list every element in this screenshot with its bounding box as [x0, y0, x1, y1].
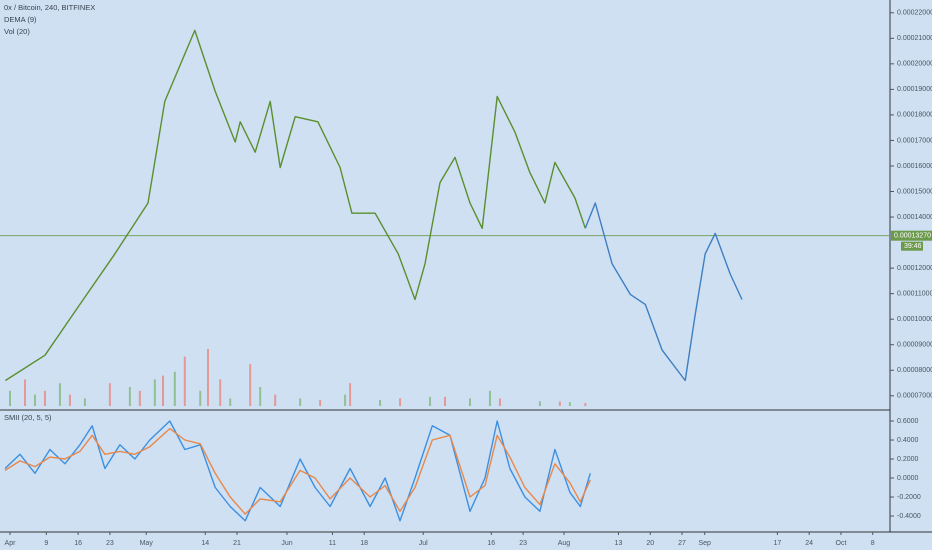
y-tick-label: 0.00012000 — [897, 265, 932, 272]
volume-bar — [8, 390, 11, 406]
x-tick-label: 23 — [519, 540, 527, 547]
volume-bar — [183, 356, 186, 406]
x-tick-label: Jul — [419, 540, 428, 547]
x-tick-label: 17 — [773, 540, 781, 547]
volume-bar — [349, 383, 352, 406]
volume-bar — [319, 399, 322, 406]
x-tick-label: May — [140, 540, 154, 547]
volume-bar — [23, 379, 26, 406]
volume-bar — [444, 396, 446, 406]
x-tick-label: Sep — [699, 540, 712, 547]
volume-bar — [219, 379, 222, 406]
volume-bar — [83, 398, 86, 406]
chart-title: 0x / Bitcoin, 240, BITFINEX — [4, 3, 95, 12]
y-tick-label: 0.4000 — [897, 437, 919, 444]
y-tick-label: 0.00020000 — [897, 61, 932, 68]
volume-bar — [138, 390, 141, 406]
volume-bar — [299, 398, 302, 406]
x-tick-label: 8 — [871, 540, 875, 547]
x-tick-label: 11 — [329, 540, 336, 547]
volume-bar — [173, 371, 176, 406]
x-tick-label: Jun — [281, 540, 292, 547]
volume-bar — [108, 383, 111, 406]
indicator-label: DEMA (9) — [4, 15, 37, 24]
x-tick-label: Apr — [5, 540, 17, 547]
volume-bar — [153, 379, 156, 406]
volume-bar — [206, 349, 209, 406]
y-tick-label: 0.2000 — [897, 456, 919, 463]
series-line — [5, 29, 586, 382]
volume-bar — [259, 387, 262, 406]
x-tick-label: 23 — [106, 540, 114, 547]
y-tick-label: -0.2000 — [897, 494, 921, 501]
volume-bar — [33, 394, 36, 406]
x-tick-label: 16 — [74, 540, 82, 547]
volume-bar — [58, 383, 61, 406]
volume-label: Vol (20) — [4, 27, 30, 36]
y-tick-label: 0.6000 — [897, 418, 919, 425]
volume-bar — [43, 390, 46, 406]
volume-bar — [468, 398, 471, 406]
volume-bar — [498, 398, 501, 406]
volume-bar — [399, 398, 402, 406]
y-tick-label: 0.00011000 — [897, 290, 932, 297]
x-tick-label: 18 — [360, 540, 368, 547]
price-label-box — [891, 230, 932, 241]
y-tick-label: 0.00015000 — [897, 188, 932, 195]
volume-bar — [488, 390, 491, 406]
volume-bar — [249, 364, 252, 406]
y-tick-label: 0.00021000 — [897, 35, 932, 42]
x-tick-label: 27 — [678, 540, 686, 547]
volume-bar — [128, 387, 131, 406]
x-tick-label: Aug — [558, 540, 571, 547]
y-tick-label: 0.0000 — [897, 475, 919, 482]
x-tick-label: 9 — [44, 540, 48, 547]
countdown-box — [901, 241, 923, 251]
y-tick-label: 0.00014000 — [897, 214, 932, 221]
series-line — [4, 427, 591, 515]
volume-bar — [429, 396, 432, 406]
x-tick-label: 16 — [487, 540, 495, 547]
volume-bar — [68, 394, 71, 406]
x-tick-label: 20 — [646, 540, 654, 547]
y-tick-label: 0.00018000 — [897, 112, 932, 119]
volume-bar — [199, 390, 202, 406]
y-tick-label: 0.00009000 — [897, 342, 932, 349]
volume-bar — [379, 399, 382, 406]
volume-bar — [538, 401, 541, 406]
volume-bar — [584, 402, 587, 406]
x-tick-label: 21 — [233, 540, 241, 547]
y-tick-label: -0.4000 — [897, 513, 921, 520]
y-tick-label: 0.00017000 — [897, 137, 932, 144]
volume-bar — [344, 394, 347, 406]
x-tick-label: 24 — [805, 540, 813, 547]
y-tick-label: 0.00019000 — [897, 86, 932, 93]
y-tick-label: 0.00016000 — [897, 163, 932, 170]
volume-bar — [568, 402, 571, 406]
y-tick-label: 0.00008000 — [897, 367, 932, 374]
x-tick-label: Oct — [836, 540, 847, 547]
series-line — [4, 420, 591, 522]
series-line — [584, 202, 743, 382]
volume-bar — [274, 394, 277, 406]
y-tick-label: 0.00010000 — [897, 316, 932, 323]
x-tick-label: 14 — [201, 540, 209, 547]
volume-bar — [558, 401, 561, 406]
oscillator-title: SMII (20, 5, 5) — [4, 413, 52, 422]
y-tick-label: 0.00007000 — [897, 393, 932, 400]
y-tick-label: 0.00022000 — [897, 10, 932, 17]
x-tick-label: 13 — [615, 540, 623, 547]
volume-bar — [162, 375, 165, 406]
countdown: 39:46 — [904, 243, 922, 250]
price-label: 0.00013270 — [894, 233, 931, 240]
volume-bar — [229, 398, 232, 406]
